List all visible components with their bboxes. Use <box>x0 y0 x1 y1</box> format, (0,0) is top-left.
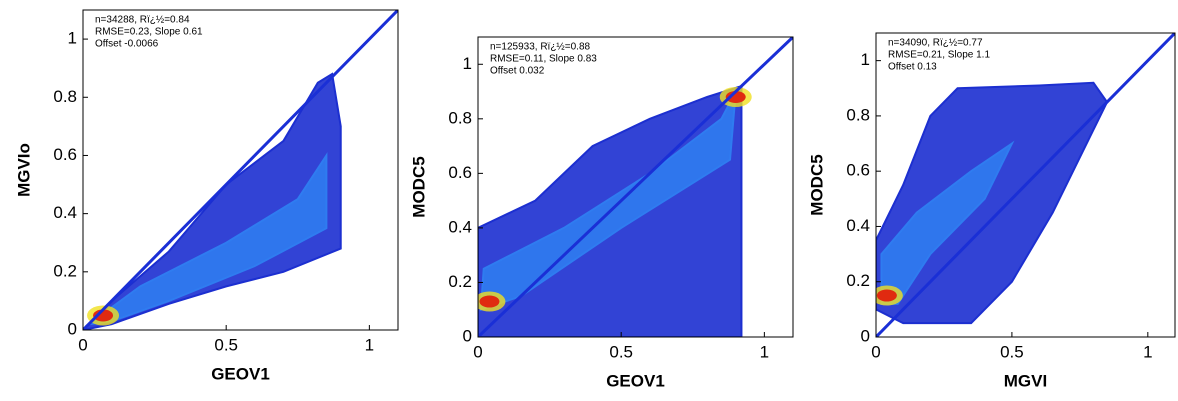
reference-line <box>83 10 398 330</box>
y-axis-label: MGVIo <box>14 143 33 197</box>
plot-content <box>876 33 1175 337</box>
axes-frame <box>477 36 794 338</box>
x-tick-label: 0 <box>871 342 880 361</box>
x-axis-label: GEOV1 <box>606 371 665 390</box>
x-tick-label: 1 <box>760 342 769 361</box>
y-tick-label: 0 <box>861 326 870 345</box>
x-tick-label: 0.5 <box>214 335 238 354</box>
annotation: n=34288, Rï¿½=0.84 <box>95 15 190 26</box>
hotspot <box>876 289 897 302</box>
density-region <box>880 140 1015 305</box>
panel: 0 0.5 1 0 0.2 0.4 0.6 0.8 1 n=34090, Rï¿½=0.77RMS… <box>807 32 1176 390</box>
annotation: n=125933, Rï¿½=0.88 <box>490 42 591 53</box>
y-axis-label: MODC5 <box>807 154 826 215</box>
y-tick-label: 0.4 <box>846 216 870 235</box>
x-axis-label: MGVI <box>1004 371 1047 390</box>
annotation: Offset -0.0066 <box>95 39 159 50</box>
axes-frame <box>875 32 1176 338</box>
annotation: Offset 0.032 <box>490 66 545 77</box>
y-tick-label: 0.8 <box>53 87 77 106</box>
density-region <box>876 81 1109 325</box>
x-tick-label: 0 <box>78 335 87 354</box>
hotspot <box>725 91 746 103</box>
y-tick-label: 1 <box>861 50 870 69</box>
y-tick-label: 0.4 <box>448 217 472 236</box>
y-tick-label: 0.4 <box>53 203 77 222</box>
y-axis-label: MODC5 <box>409 156 428 217</box>
hotspot <box>479 295 500 308</box>
y-tick-label: 0 <box>463 326 472 345</box>
y-tick-label: 1 <box>68 29 77 48</box>
annotation: RMSE=0.23, Slope 0.61 <box>95 27 203 38</box>
y-tick-label: 0.6 <box>53 145 77 164</box>
panel: 0 0.5 1 0 0.2 0.4 0.6 0.8 1 n=34288, Rï¿½=0.84RMS… <box>14 9 399 383</box>
annotation: n=34090, Rï¿½=0.77 <box>888 38 983 49</box>
reference-line <box>478 37 793 337</box>
annotation: Offset 0.13 <box>888 62 937 73</box>
y-tick-label: 0.2 <box>448 272 472 291</box>
annotation: RMSE=0.21, Slope 1.1 <box>888 50 990 61</box>
plot-content <box>478 37 793 337</box>
annotation: RMSE=0.11, Slope 0.83 <box>490 54 597 65</box>
density-region <box>83 72 342 330</box>
y-tick-label: 0.8 <box>846 105 870 124</box>
y-tick-label: 0.8 <box>448 108 472 127</box>
density-region <box>85 152 328 326</box>
y-tick-label: 0 <box>68 319 77 338</box>
x-tick-label: 0.5 <box>1000 342 1024 361</box>
x-tick-label: 0.5 <box>609 342 633 361</box>
plot-content <box>83 10 398 330</box>
x-tick-label: 1 <box>1143 342 1152 361</box>
y-tick-label: 0.2 <box>846 271 870 290</box>
panel: 0 0.5 1 0 0.2 0.4 0.6 0.8 1 n=125933, Rï¿½=0.88RM… <box>409 36 794 390</box>
x-axis-label: GEOV1 <box>211 364 270 383</box>
y-tick-label: 1 <box>463 54 472 73</box>
reference-line <box>876 33 1175 337</box>
x-tick-label: 1 <box>365 335 374 354</box>
hotspot <box>93 309 114 322</box>
y-tick-label: 0.6 <box>846 161 870 180</box>
y-tick-label: 0.2 <box>53 261 77 280</box>
axes-frame <box>82 9 399 331</box>
y-tick-label: 0.6 <box>448 163 472 182</box>
x-tick-label: 0 <box>473 342 482 361</box>
